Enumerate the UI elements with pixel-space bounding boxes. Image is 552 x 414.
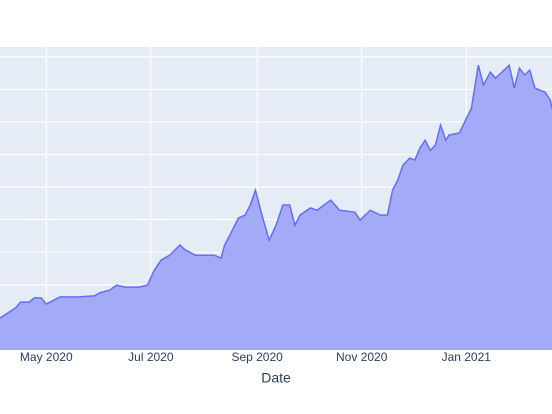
area-fill: [0, 65, 552, 350]
area-line: [0, 63, 552, 319]
x-tick-label: May 2020: [20, 350, 73, 364]
x-tick-label: Jul 2020: [128, 350, 174, 364]
x-tick-label: Nov 2020: [336, 350, 388, 364]
x-tick-label: Sep 2020: [231, 350, 283, 364]
x-axis-title: Date: [261, 370, 291, 386]
x-tick-label: Jan 2021: [442, 350, 492, 364]
